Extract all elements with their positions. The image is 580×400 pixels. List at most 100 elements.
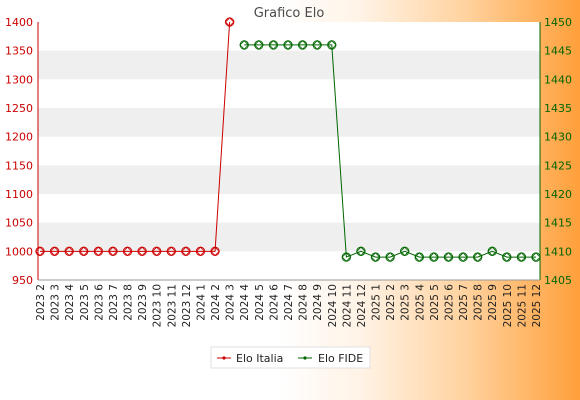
right-tick-label: 1405 <box>544 274 572 287</box>
data-point-ring-elo-fide <box>502 252 512 262</box>
x-tick-label: 2024 4 <box>239 284 251 321</box>
data-point-ring-elo-fide <box>312 40 322 50</box>
data-point-ring-elo-fide <box>472 252 483 262</box>
left-tick-label: 950 <box>12 274 33 287</box>
data-point-ring-elo-italia <box>224 17 235 27</box>
series-line-elo-fide <box>244 44 536 258</box>
right-tick-label: 1450 <box>544 16 572 29</box>
data-point-ring-elo-fide <box>400 246 410 256</box>
right-axis-ticks: 1405 1410 1415 1420 1425 1430 1435 1440 1445 1450 <box>544 16 572 287</box>
x-tick-label: 2023 12 <box>181 284 193 327</box>
data-point-ring-elo-fide <box>487 246 497 256</box>
legend-marker-elo-italia <box>222 356 226 360</box>
x-tick-label: 2025 11 <box>516 284 528 327</box>
x-tick-label: 2025 1 <box>371 284 383 321</box>
data-point-ring-elo-fide <box>429 252 439 262</box>
x-tick-label: 2023 4 <box>64 284 76 321</box>
left-tick-label: 1150 <box>5 159 33 172</box>
x-tick-label: 2024 3 <box>225 284 237 321</box>
left-tick-label: 1100 <box>5 188 33 201</box>
x-tick-label: 2025 10 <box>502 284 514 327</box>
left-tick-label: 1000 <box>5 245 33 258</box>
left-tick-label: 1400 <box>5 16 33 29</box>
left-tick-label: 1250 <box>5 102 33 115</box>
series-points <box>35 17 541 262</box>
x-tick-label: 2023 6 <box>93 284 105 321</box>
data-point-ring-elo-italia <box>195 246 206 256</box>
legend-label-elo-fide: Elo FIDE <box>318 352 363 365</box>
series-line-elo-italia <box>40 21 231 252</box>
x-axis-ticks: 2023 2 2023 3 2023 4 2023 5 2023 6 2023 7 2023… <box>35 284 543 328</box>
right-tick-label: 1440 <box>544 73 572 86</box>
x-tick-label: 2023 5 <box>79 284 91 321</box>
legend-marker-elo-fide <box>303 356 307 360</box>
chart-axes <box>37 22 541 281</box>
data-point-ring-elo-italia <box>35 246 45 256</box>
x-tick-label: 2025 7 <box>458 284 470 321</box>
right-tick-label: 1410 <box>544 245 572 258</box>
x-tick-label: 2025 2 <box>385 284 397 321</box>
data-point-ring-elo-italia <box>64 246 74 256</box>
data-point-ring-elo-fide <box>254 40 264 50</box>
x-tick-label: 2025 4 <box>414 284 426 321</box>
x-tick-label: 2024 12 <box>356 284 368 327</box>
data-point-ring-elo-fide <box>414 252 424 262</box>
x-tick-label: 2024 6 <box>268 284 280 321</box>
x-tick-label: 2024 7 <box>283 284 295 321</box>
data-point-ring-elo-italia <box>122 246 133 256</box>
data-point-ring-elo-fide <box>268 40 279 50</box>
series-lines <box>40 21 536 258</box>
left-tick-label: 1300 <box>5 73 33 86</box>
x-tick-label: 2023 9 <box>137 284 149 321</box>
x-tick-label: 2024 9 <box>312 284 324 321</box>
x-tick-label: 2023 2 <box>35 284 47 321</box>
grid-band <box>38 108 540 137</box>
x-tick-label: 2023 8 <box>123 284 135 321</box>
right-tick-label: 1420 <box>544 188 572 201</box>
left-axis-ticks: 950 1000 1050 1100 1150 1200 1250 1300 1350 1400 <box>5 16 33 287</box>
data-point-ring-elo-fide <box>370 252 381 262</box>
data-point-ring-elo-fide <box>327 40 337 50</box>
data-point-ring-elo-fide <box>516 252 527 262</box>
right-tick-label: 1435 <box>544 102 572 115</box>
x-tick-label: 2024 5 <box>254 284 266 321</box>
right-tick-label: 1415 <box>544 217 572 230</box>
data-point-ring-elo-italia <box>166 246 176 256</box>
grid-band <box>38 165 540 194</box>
x-tick-label: 2025 6 <box>443 284 455 321</box>
x-tick-label: 2024 8 <box>298 284 310 321</box>
grid-band <box>38 50 540 80</box>
left-tick-label: 1200 <box>5 131 33 144</box>
data-point-ring-elo-italia <box>210 246 220 256</box>
plot-bands <box>38 22 540 280</box>
data-point-ring-elo-fide <box>239 40 249 50</box>
data-point-ring-elo-italia <box>49 246 60 256</box>
x-tick-label: 2024 2 <box>210 284 222 321</box>
x-tick-label: 2024 1 <box>195 284 207 321</box>
legend: Elo Italia Elo FIDE <box>210 346 371 369</box>
x-tick-label: 2024 11 <box>341 284 353 327</box>
legend-box <box>210 346 371 369</box>
x-tick-label: 2025 3 <box>400 284 412 321</box>
x-tick-label: 2025 12 <box>531 284 543 327</box>
x-tick-label: 2025 9 <box>487 284 499 321</box>
x-tick-label: 2025 8 <box>473 284 485 321</box>
data-point-ring-elo-italia <box>93 246 104 256</box>
data-point-ring-elo-fide <box>341 252 352 262</box>
data-point-ring-elo-italia <box>79 246 89 256</box>
data-point-ring-elo-italia <box>108 246 118 256</box>
legend-label-elo-italia: Elo Italia <box>236 352 283 365</box>
left-tick-label: 1050 <box>5 217 33 230</box>
data-point-ring-elo-fide <box>283 40 293 50</box>
x-tick-label: 2024 10 <box>327 284 339 327</box>
chart-title: Grafico Elo <box>254 6 325 21</box>
x-tick-label: 2023 7 <box>108 284 120 321</box>
data-point-ring-elo-italia <box>137 246 147 256</box>
x-tick-label: 2023 10 <box>152 284 164 327</box>
right-tick-label: 1430 <box>544 131 572 144</box>
data-point-ring-elo-italia <box>181 246 191 256</box>
right-tick-label: 1445 <box>544 45 572 58</box>
data-point-ring-elo-italia <box>152 246 162 256</box>
data-point-ring-elo-fide <box>458 252 468 262</box>
